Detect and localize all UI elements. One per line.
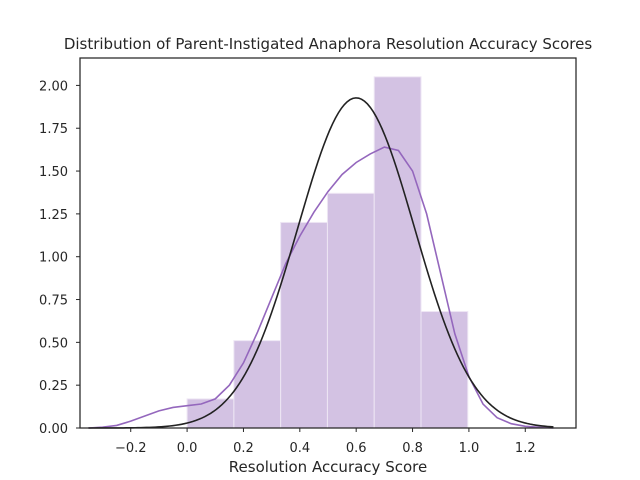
x-tick-label: 0.6 [346,441,367,456]
y-tick-label: 0.25 [39,379,68,394]
x-tick-label: 0.8 [402,441,423,456]
histogram-bar [326,192,375,429]
x-tick-label: −0.2 [115,441,147,456]
y-tick-label: 1.50 [39,165,68,180]
histogram-bar [373,76,422,429]
density-lines [88,97,554,429]
histogram-bar [420,311,469,429]
y-tick-label: 0.00 [39,422,68,437]
y-tick-label: 0.50 [39,336,68,351]
plot-area-frame [79,57,577,429]
histogram-bar [280,221,328,429]
normal-fit-line [88,97,554,429]
y-tick-label: 1.00 [39,251,68,266]
x-tick-label: 0.4 [289,441,310,456]
histogram-bar [233,340,282,429]
y-axis-ticks: 0.00 0.25 0.50 0.75 1.00 1.25 1.50 1.75 2.00 [39,79,80,437]
x-tick-label: 0.0 [177,441,198,456]
y-tick-label: 0.75 [39,294,68,309]
kde-line [88,146,554,429]
y-tick-label: 1.75 [39,122,68,137]
y-tick-label: 1.25 [39,208,68,223]
x-tick-label: 0.2 [233,441,254,456]
x-tick-label: 1.0 [459,441,480,456]
y-tick-label: 2.00 [39,79,68,94]
x-tick-label: 1.2 [515,441,536,456]
chart-title: Distribution of Parent-Instigated Anapho… [64,35,593,53]
x-axis-label: Resolution Accuracy Score [229,458,427,476]
histogram-bars [186,76,469,429]
x-axis-ticks: −0.2 0.0 0.2 0.4 0.6 0.8 1.0 1.2 [115,428,536,456]
